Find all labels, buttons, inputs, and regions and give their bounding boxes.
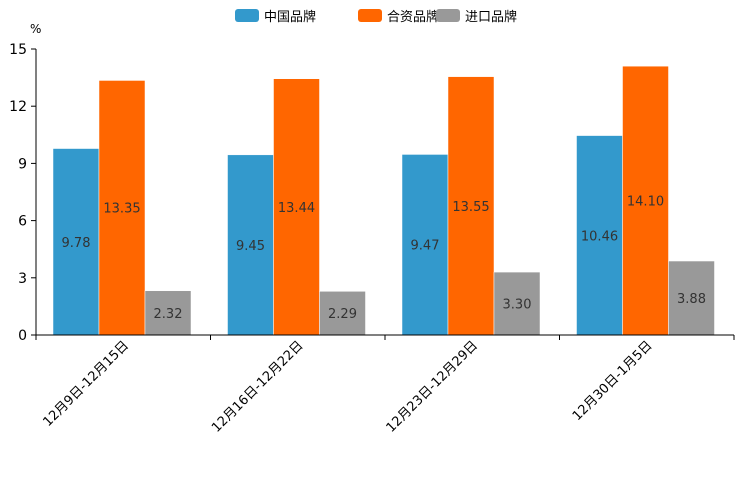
legend-swatch: [235, 9, 259, 22]
x-category-label: 12月30日-1月5日: [570, 338, 656, 424]
data-label: 3.30: [503, 298, 532, 313]
bar: [447, 76, 495, 336]
bar: [144, 290, 192, 336]
legend-label: 合资品牌: [387, 9, 439, 25]
legend: 中国品牌 合资品牌 进口品牌: [235, 9, 517, 25]
bar: [668, 260, 715, 336]
legend-label: 中国品牌: [264, 9, 316, 25]
y-tick-label: 15: [9, 42, 27, 58]
bar: [622, 65, 669, 336]
x-category-label: 12月16日-12月22日: [209, 338, 306, 435]
data-label: 13.35: [103, 202, 140, 217]
y-axis-unit-label: %: [30, 22, 41, 36]
x-axis: 12月9日-12月15日 12月16日-12月22日 12月23日-12月29日 12…: [35, 334, 735, 436]
bars: 9.78 9.45 9.47 10.46 13.35 13.44 13.55 14.10 2.3…: [52, 65, 715, 336]
data-label: 2.29: [328, 307, 357, 322]
data-label: 9.78: [62, 236, 91, 251]
y-axis: 0 3 6 9 12 15: [9, 42, 37, 344]
bar: [319, 291, 366, 336]
data-label: 10.46: [581, 229, 618, 244]
data-label: 14.10: [627, 195, 664, 210]
bar: [98, 80, 146, 336]
x-category-label: 12月9日-12月15日: [40, 338, 132, 430]
y-tick-label: 3: [18, 271, 27, 287]
y-tick-label: 12: [9, 99, 27, 115]
bar: [273, 78, 320, 336]
bar: [493, 271, 541, 336]
y-tick-label: 0: [18, 328, 27, 344]
bar: [401, 154, 449, 336]
y-tick-label: 9: [18, 156, 27, 172]
legend-swatch: [436, 9, 460, 22]
y-tick-label: 6: [18, 214, 27, 230]
legend-swatch: [358, 9, 382, 22]
data-label: 2.32: [154, 307, 183, 322]
data-label: 13.44: [278, 201, 315, 216]
data-label: 13.55: [452, 200, 489, 215]
bar: [576, 135, 623, 336]
data-label: 9.45: [236, 239, 265, 254]
legend-label: 进口品牌: [465, 9, 517, 25]
x-category-label: 12月23日-12月29日: [384, 338, 481, 435]
data-label: 3.88: [677, 292, 706, 307]
bar: [227, 154, 274, 336]
data-label: 9.47: [411, 239, 440, 254]
